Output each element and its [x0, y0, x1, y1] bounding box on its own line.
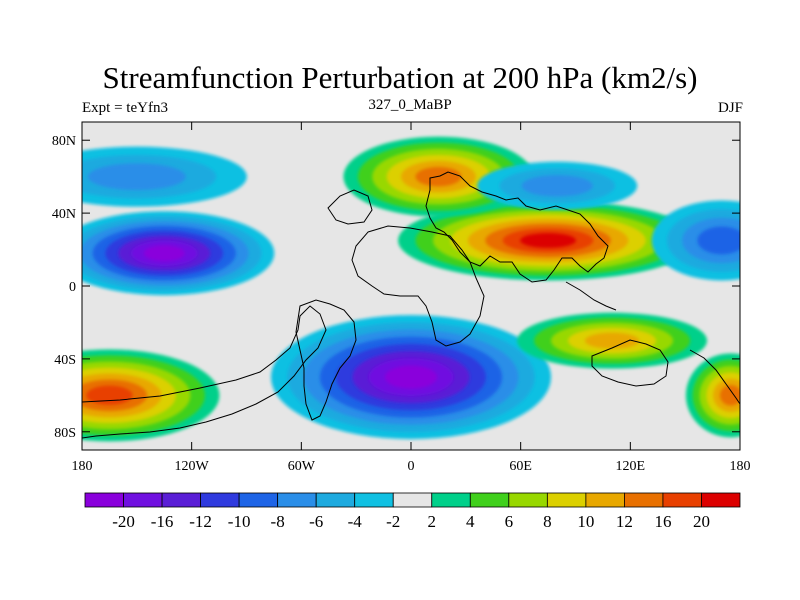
contour-band: [697, 226, 740, 255]
y-tick-label: 80S: [54, 426, 76, 441]
chart-title: Streamfunction Perturbation at 200 hPa (…: [102, 60, 698, 95]
experiment-label: Expt = teYfn3: [82, 100, 168, 116]
colorbar-label: -10: [228, 512, 251, 531]
colorbar-swatch: [84, 492, 124, 508]
y-tick-label: 40N: [52, 207, 76, 222]
contour-band: [384, 365, 438, 389]
colorbar-label: -8: [271, 512, 285, 531]
x-tick-label: 180: [72, 459, 93, 474]
y-tick-label: 0: [69, 280, 76, 295]
colorbar-label: -12: [189, 512, 212, 531]
contour-band: [143, 245, 185, 262]
colorbar-label: 8: [543, 512, 552, 531]
y-axis: 80N 40N 0 40S 80S: [52, 134, 740, 441]
x-tick-label: 60E: [509, 459, 532, 474]
colorbar: -20 -16 -12 -10 -8 -6 -4 -2 2 4 6 8 10 12 16 20: [84, 492, 741, 531]
x-tick-label: 120E: [616, 459, 646, 474]
colorbar-swatch: [277, 492, 317, 508]
colorbar-swatch: [469, 492, 510, 508]
colorbar-label: 10: [577, 512, 594, 531]
colorbar-label: 12: [616, 512, 633, 531]
colorbar-swatch: [662, 492, 702, 508]
colorbar-label: -4: [348, 512, 363, 531]
contour-band: [584, 332, 640, 349]
colorbar-swatch: [431, 492, 471, 508]
colorbar-swatch: [315, 492, 356, 508]
colorbar-swatch: [585, 492, 625, 508]
x-tick-label: 0: [408, 459, 415, 474]
contour-band: [87, 163, 186, 191]
coastline-greenland: [327, 189, 373, 225]
colorbar-label: -16: [151, 512, 174, 531]
colorbar-swatch: [546, 492, 587, 508]
coastlines: [82, 171, 740, 439]
coastline-antarctic-pacific: [689, 349, 740, 405]
contour-band: [521, 175, 593, 197]
y-tick-label: 80N: [52, 134, 76, 149]
x-tick-label: 60W: [288, 459, 316, 474]
contour-band: [520, 233, 576, 248]
x-tick-label: 180: [730, 459, 751, 474]
season-label: DJF: [717, 100, 743, 116]
colorbar-label: 16: [654, 512, 671, 531]
coastline-australia: [591, 339, 669, 387]
colorbar-swatch: [354, 492, 394, 508]
colorbar-swatch: [701, 492, 741, 508]
colorbar-label: 2: [428, 512, 437, 531]
colorbar-label: -2: [386, 512, 400, 531]
colorbar-label: 20: [693, 512, 710, 531]
colorbar-label: 4: [466, 512, 475, 531]
colorbar-swatch: [123, 492, 163, 508]
contour-band: [86, 385, 133, 406]
colorbar-swatch: [238, 492, 279, 508]
colorbar-swatch: [200, 492, 240, 508]
x-tick-label: 120W: [175, 459, 210, 474]
y-tick-label: 40S: [54, 353, 76, 368]
coastline-south-america: [295, 299, 357, 421]
coastline-africa: [351, 225, 485, 347]
coastline-eurasia: [425, 171, 609, 283]
colorbar-label: 6: [505, 512, 514, 531]
colorbar-swatch: [161, 492, 201, 508]
colorbar-swatch: [508, 492, 548, 508]
x-axis: 180 120W 60W 0 60E 120E 180: [72, 122, 751, 474]
coastline-maritime-asia: [565, 281, 617, 311]
colorbar-label: -6: [309, 512, 323, 531]
contour-band: [719, 385, 740, 406]
colorbar-swatch: [624, 492, 664, 508]
colorbar-label: -20: [112, 512, 135, 531]
coastline-north-america: [82, 305, 327, 439]
time-label: 327_0_MaBP: [368, 97, 452, 113]
colorbar-swatch: [392, 492, 433, 508]
contour-fields: [82, 136, 740, 442]
